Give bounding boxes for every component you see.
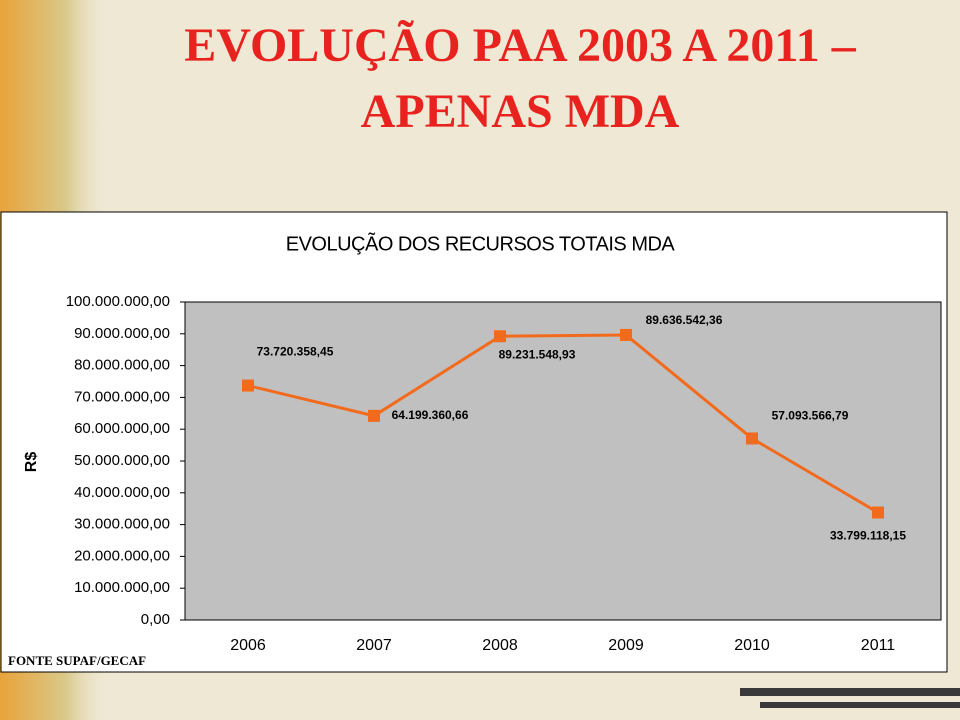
value-label: 89.636.542,36 [646, 313, 723, 327]
x-tick-label: 2011 [861, 637, 896, 654]
y-tick-label: 20.000.000,00 [74, 547, 170, 564]
decoration [760, 702, 960, 708]
value-label: 89.231.548,93 [499, 347, 576, 361]
x-tick-label: 2006 [230, 637, 266, 654]
x-tick-label: 2008 [482, 637, 518, 654]
marker [620, 328, 632, 341]
decoration [740, 688, 960, 696]
y-axis-label: R$ [23, 452, 40, 473]
marker [494, 330, 506, 343]
y-tick-label: 70.000.000,00 [74, 388, 170, 405]
marker [746, 432, 758, 445]
marker [872, 506, 884, 519]
value-label: 33.799.118,15 [830, 529, 906, 543]
slide-title: APENAS MDA [361, 85, 680, 138]
y-tick-label: 100.000.000,00 [66, 293, 170, 310]
value-label: 73.720.358,45 [257, 345, 334, 359]
y-tick-label: 50.000.000,00 [74, 452, 170, 469]
x-tick-label: 2009 [608, 637, 644, 654]
marker [242, 379, 254, 392]
y-tick-label: 30.000.000,00 [74, 516, 170, 533]
y-tick-label: 0,00 [141, 611, 170, 628]
plot-area [184, 301, 942, 621]
y-tick-label: 10.000.000,00 [74, 579, 170, 596]
x-tick-label: 2007 [356, 637, 392, 654]
y-tick-label: 60.000.000,00 [74, 420, 170, 437]
y-tick-label: 80.000.000,00 [74, 357, 170, 374]
line [247, 333, 879, 514]
value-label: 64.199.360,66 [392, 408, 469, 422]
chart-title: EVOLUÇÃO DOS RECURSOS TOTAIS MDA [286, 231, 676, 255]
marker [368, 409, 380, 422]
source: FONTE SUPAF/GECAF [8, 653, 146, 668]
y-tick-label: 90.000.000,00 [74, 325, 170, 342]
x-tick-label: 2010 [734, 637, 770, 654]
slide-title: EVOLUÇÃO PAA 2003 A 2011 – [184, 19, 857, 72]
y-tick-label: 40.000.000,00 [74, 484, 170, 501]
value-label: 57.093.566,79 [772, 409, 849, 423]
